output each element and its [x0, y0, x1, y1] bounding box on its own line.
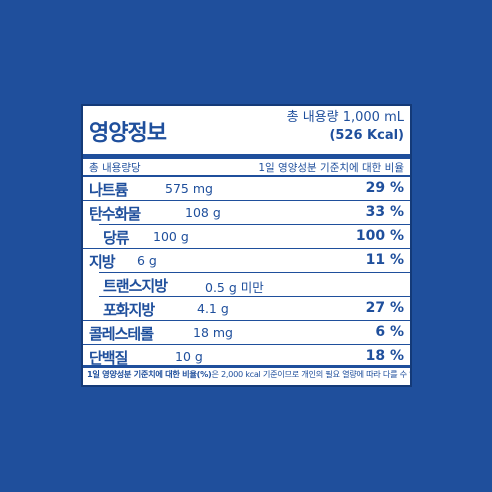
row-divider [83, 200, 410, 201]
nutrient-name: 탄수화물 [89, 205, 141, 223]
nutrient-percent: 27 % [365, 300, 404, 316]
nutrient-percent: 18 % [365, 348, 404, 364]
nutrition-facts-panel: 영양정보 총 내용량 1,000 mL (526 Kcal) 총 내용량당 1일… [81, 104, 412, 387]
nutrient-row-sodium: 나트륨 575 mg 29 % [83, 177, 410, 200]
footnote-bold: 1일 영양성분 기준치에 대한 비율(%) [87, 369, 212, 379]
nutrient-amount: 6 g [137, 253, 157, 268]
total-content: 총 내용량 1,000 mL (526 Kcal) [287, 109, 404, 145]
panel-title: 영양정보 [89, 121, 167, 146]
nutrient-percent: 100 % [355, 228, 404, 244]
nutrient-percent: 33 % [365, 204, 404, 220]
nutrient-row-protein: 단백질 10 g 18 % [83, 345, 410, 368]
nutrient-name: 지방 [89, 253, 116, 271]
nutrient-name: 포화지방 [103, 301, 155, 319]
footnote-rest: 은 2,000 kcal 기준이므로 개인의 필요 열량에 따라 다를 수 있습… [211, 369, 410, 379]
nutrient-name: 나트륨 [89, 181, 128, 199]
basis-right-label: 1일 영양성분 기준치에 대한 비율 [258, 162, 404, 174]
footer-divider [83, 365, 410, 368]
nutrient-percent: 29 % [365, 180, 404, 196]
basis-divider [83, 175, 410, 177]
row-divider [83, 248, 410, 249]
nutrient-name: 콜레스테롤 [89, 325, 154, 343]
total-calories: (526 Kcal) [329, 128, 404, 143]
nutrient-row-fat: 지방 6 g 11 % [83, 249, 410, 272]
nutrient-percent: 6 % [375, 324, 404, 340]
row-divider [99, 296, 410, 297]
nutrient-row-saturated-fat: 포화지방 4.1 g 27 % [83, 297, 410, 320]
nutrient-amount: 100 g [153, 229, 189, 244]
panel-header: 영양정보 총 내용량 1,000 mL (526 Kcal) [83, 106, 410, 158]
nutrient-amount: 4.1 g [197, 301, 229, 316]
row-divider [83, 320, 410, 321]
row-divider [83, 344, 410, 345]
nutrient-percent: 11 % [365, 252, 404, 268]
nutrient-row-cholesterol: 콜레스테롤 18 mg 6 % [83, 321, 410, 344]
nutrient-name: 당류 [103, 229, 130, 247]
nutrient-amount: 18 mg [193, 325, 233, 340]
nutrient-row-carbohydrate: 탄수화물 108 g 33 % [83, 201, 410, 224]
total-volume: 총 내용량 1,000 mL [286, 110, 404, 125]
row-divider [99, 224, 410, 225]
footnote: 1일 영양성분 기준치에 대한 비율(%)은 2,000 kcal 기준이므로 … [83, 364, 410, 385]
nutrient-name: 단백질 [89, 349, 128, 367]
nutrient-row-trans-fat: 트랜스지방 0.5 g 미만 [83, 273, 410, 296]
header-divider [83, 154, 410, 159]
nutrient-amount: 10 g [175, 349, 203, 364]
nutrient-name: 트랜스지방 [103, 277, 168, 295]
nutrient-amount: 0.5 g 미만 [205, 280, 264, 295]
row-divider [99, 272, 410, 273]
nutrient-amount: 108 g [185, 205, 221, 220]
nutrient-amount: 575 mg [165, 181, 213, 196]
basis-row: 총 내용량당 1일 영양성분 기준치에 대한 비율 [83, 161, 410, 175]
nutrient-row-sugars: 당류 100 g 100 % [83, 225, 410, 248]
basis-left-label: 총 내용량당 [89, 162, 141, 174]
